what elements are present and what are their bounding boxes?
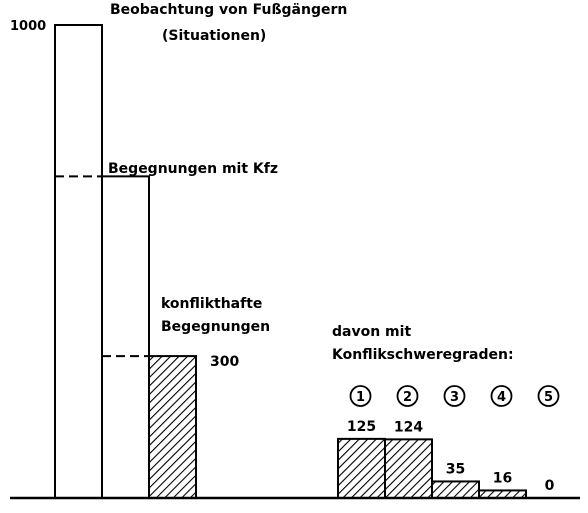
severity-category-circle-1 — [349, 385, 372, 407]
severity-value-label-2: 124 — [394, 419, 423, 435]
encounters-label: Begegnungen mit Kfz — [108, 161, 278, 177]
conflict-label-line1: konflikthafte — [161, 296, 262, 312]
severity-category-circle-4 — [490, 385, 513, 407]
severity-category-circle-2 — [396, 385, 419, 407]
severity-category-label-2: 2 — [403, 390, 412, 405]
severity-category-circle-5 — [537, 385, 560, 407]
severity-category-circle-3 — [443, 385, 466, 407]
severity-value-label-4: 16 — [493, 470, 512, 486]
conflict-value-label: 300 — [210, 354, 239, 370]
chart-marks: 125 1 124 2 35 3 16 4 0 5 — [10, 24, 580, 500]
chart-subtitle: (Situationen) — [162, 28, 266, 44]
severity-category-label-3: 3 — [450, 390, 459, 405]
severity-category-label-1: 1 — [356, 390, 365, 405]
severity-label-line1: davon mit — [332, 324, 411, 340]
bar-severity-3 — [431, 480, 480, 500]
severity-category-label-4: 4 — [497, 390, 506, 405]
conflict-label-line2: Begegnungen — [161, 319, 270, 335]
severity-value-label-3: 35 — [446, 461, 465, 477]
severity-label-line2: Konflikschweregraden: — [332, 347, 514, 363]
bar-observations — [54, 24, 103, 499]
severity-value-label-5: 0 — [545, 478, 555, 494]
severity-value-label-1: 125 — [347, 419, 376, 435]
severity-category-label-5: 5 — [544, 390, 553, 405]
bar-encounters — [101, 175, 150, 500]
bar-severity-1 — [337, 437, 386, 499]
bar-severity-2 — [384, 438, 433, 499]
chart-title: Beobachtung von Fußgängern — [110, 2, 347, 18]
y-tick-1000: 1000 — [10, 19, 46, 34]
bar-conflicts — [148, 355, 197, 499]
